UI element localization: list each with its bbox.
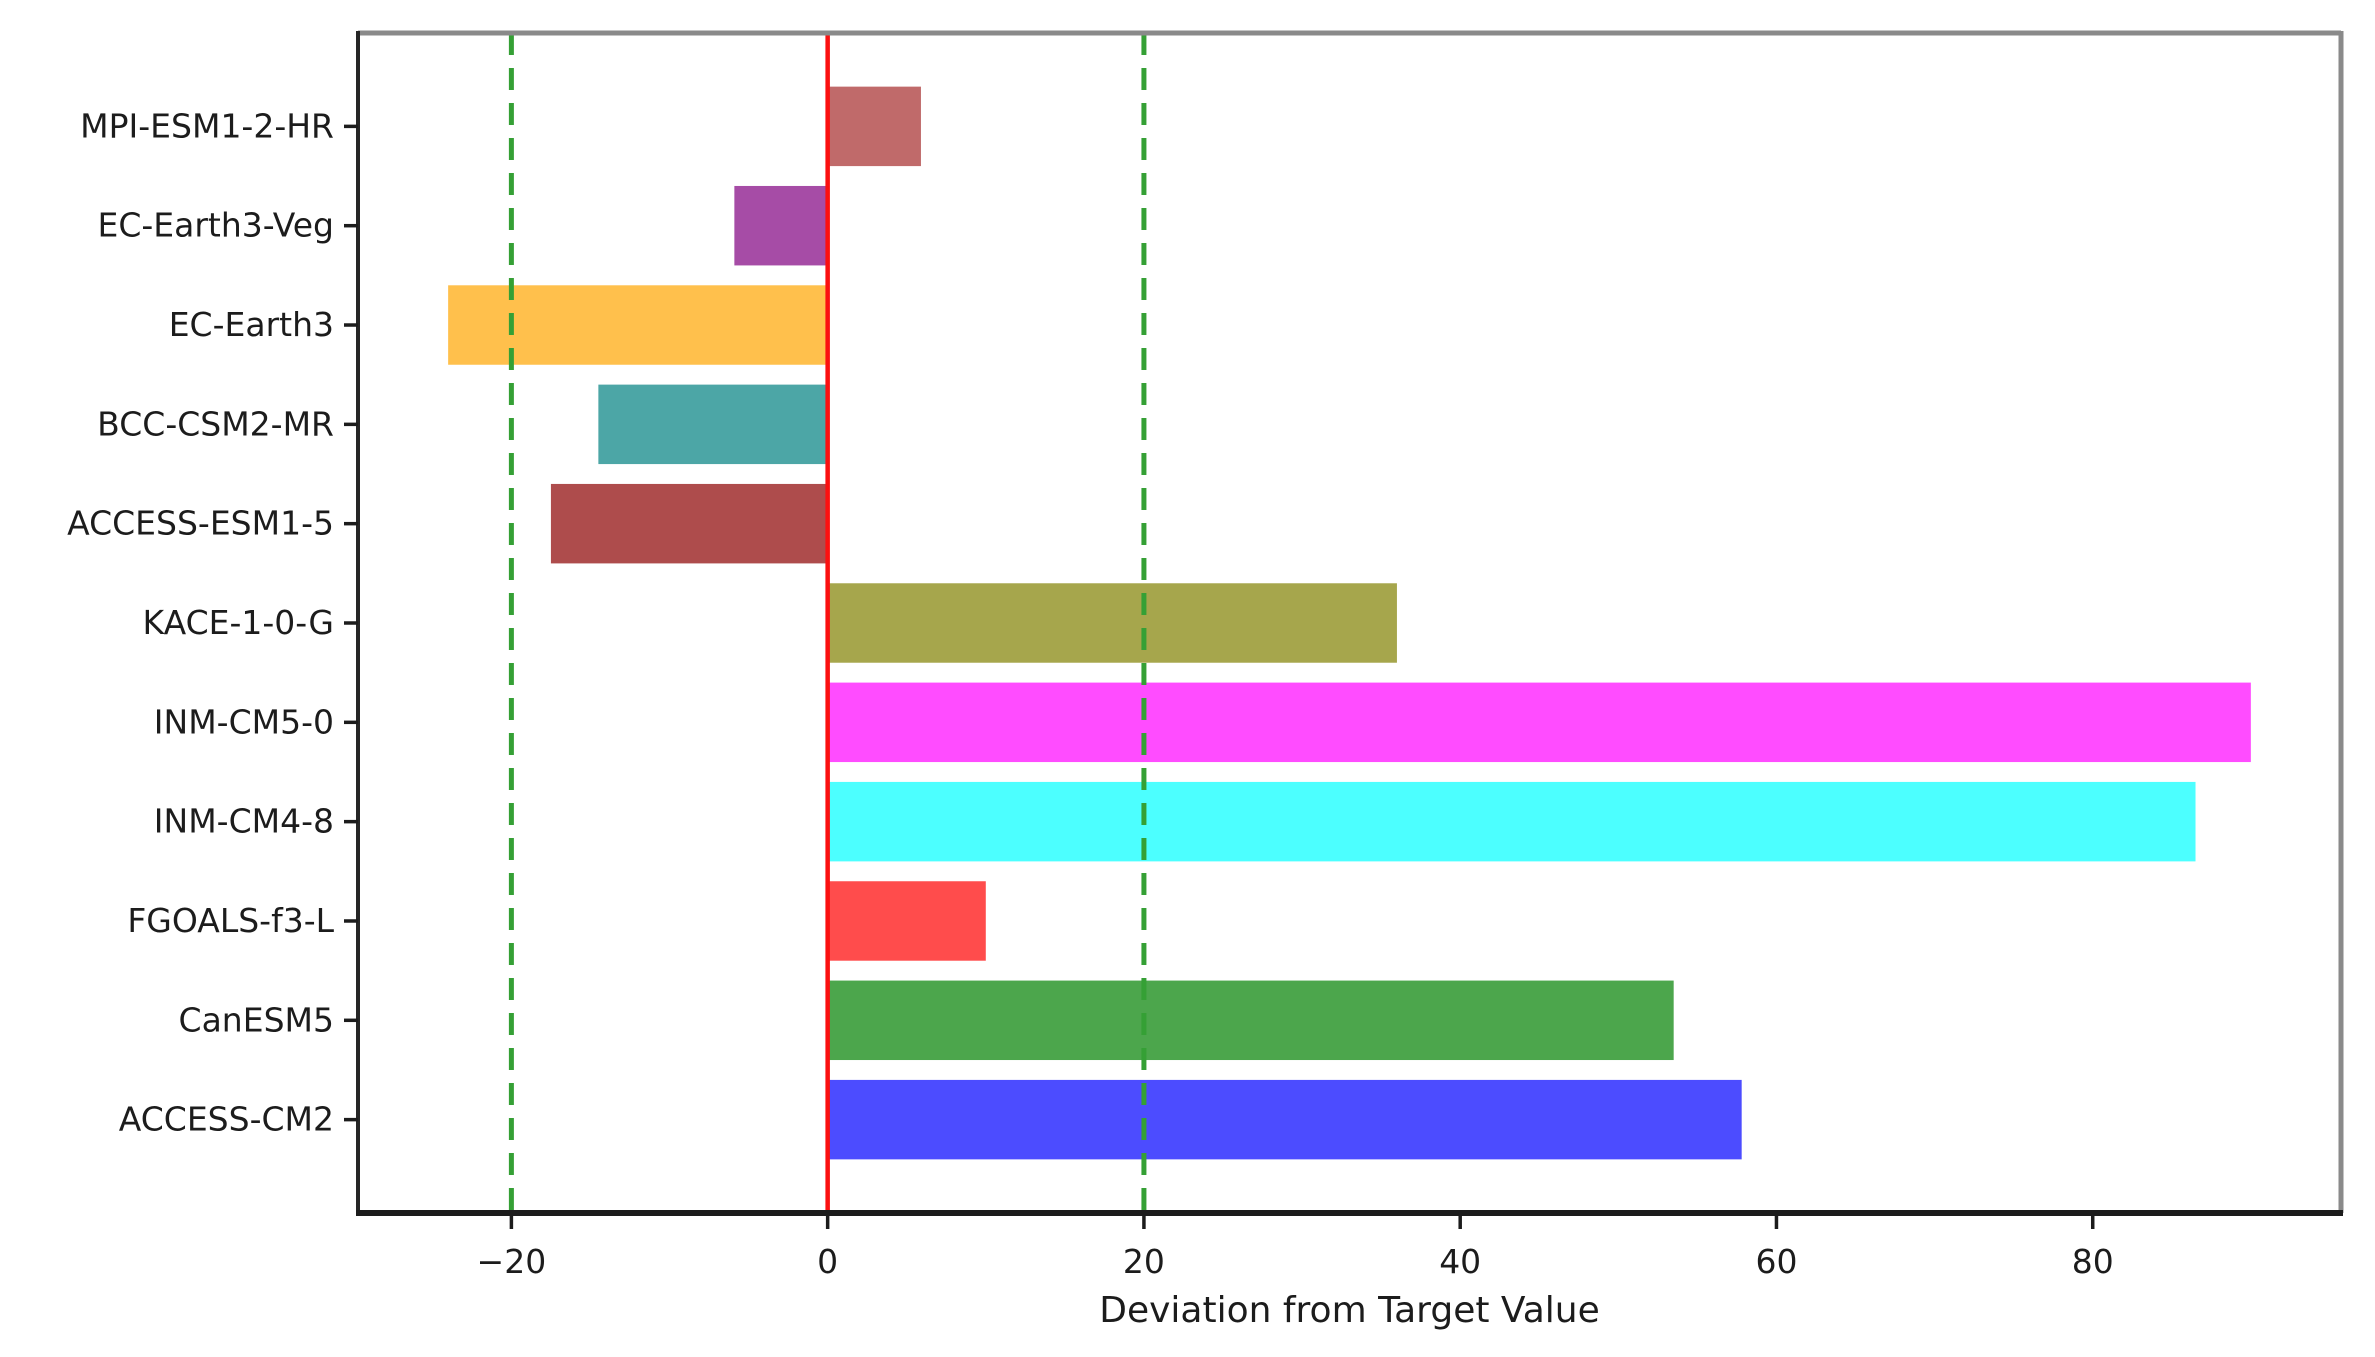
x-tick-label: 40 <box>1439 1242 1481 1281</box>
bar-canesm5 <box>827 980 1674 1061</box>
bar-inm-cm4-8 <box>827 781 2196 862</box>
bar-bcc-csm2-mr <box>598 384 828 465</box>
bar-inm-cm5-0 <box>827 682 2251 763</box>
bar-mpi-esm1-2-hr <box>827 86 921 167</box>
bar-access-esm1-5 <box>550 483 828 564</box>
y-tick-label: CanESM5 <box>179 1000 334 1039</box>
y-tick-label: ACCESS-CM2 <box>119 1100 334 1139</box>
bar-access-cm2 <box>827 1079 1742 1160</box>
x-axis-label: Deviation from Target Value <box>1099 1290 1600 1331</box>
y-tick-label: EC-Earth3 <box>169 305 334 344</box>
y-tick-label: KACE-1-0-G <box>143 603 334 642</box>
x-tick-label: 20 <box>1123 1242 1165 1281</box>
bar-ec-earth3-veg <box>734 185 828 266</box>
bar-kace-1-0-g <box>827 583 1397 663</box>
x-tick-label: −20 <box>477 1242 547 1281</box>
x-tick-label: 80 <box>2072 1242 2114 1281</box>
y-tick-label: ACCESS-ESM1-5 <box>67 504 334 543</box>
bar-fgoals-f3-l <box>827 881 986 961</box>
x-tick-label: 0 <box>817 1242 838 1281</box>
y-tick-label: EC-Earth3-Veg <box>97 206 334 245</box>
bar-ec-earth3 <box>448 285 828 365</box>
y-tick-label: FGOALS-f3-L <box>127 901 334 940</box>
x-tick-label: 60 <box>1755 1242 1797 1281</box>
y-tick-label: INM-CM5-0 <box>154 702 334 741</box>
y-tick-label: INM-CM4-8 <box>154 802 334 841</box>
y-tick-label: BCC-CSM2-MR <box>97 404 334 443</box>
y-tick-label: MPI-ESM1-2-HR <box>80 106 334 145</box>
